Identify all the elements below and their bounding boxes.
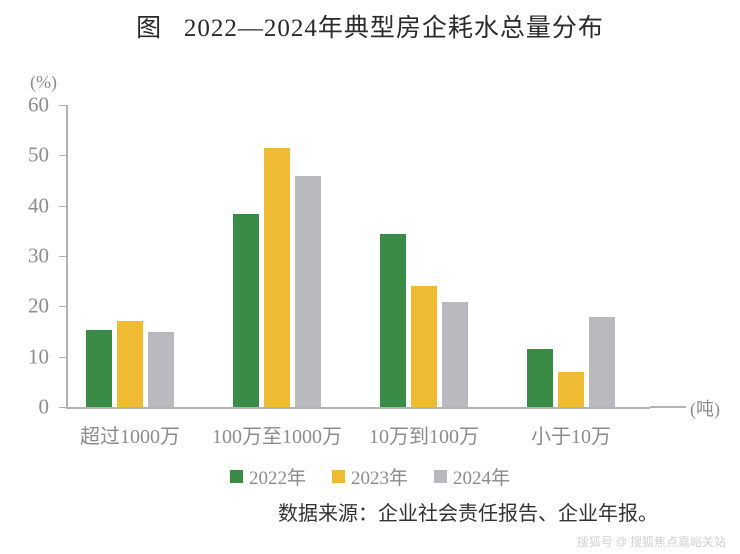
y-axis-tick-label: 60 [28, 92, 49, 117]
x-axis-category-label: 小于10万 [531, 426, 611, 448]
legend-swatch-icon [331, 470, 345, 483]
y-axis-tick-label: 40 [28, 193, 49, 218]
x-axis-category-label: 超过1000万 [80, 426, 180, 448]
watermark: 搜狐号 @ 搜狐焦点嘉峪关站 [577, 533, 726, 550]
chart-legend: 2022年 2023年 2024年 [0, 463, 740, 490]
y-axis-tick-label: 20 [28, 293, 49, 318]
y-axis-tick: 10 [28, 344, 66, 368]
legend-item[interactable]: 2023年 [331, 463, 408, 490]
bar [411, 286, 437, 407]
bar [380, 233, 406, 407]
bar [558, 371, 584, 407]
bar [295, 176, 321, 407]
y-axis-tick: 60 [28, 93, 66, 117]
bar [148, 331, 174, 407]
y-axis-tick: 40 [28, 193, 66, 217]
y-axis-tick-label: 50 [28, 142, 49, 167]
y-axis-tick-label: 30 [28, 243, 49, 268]
x-axis-line [66, 407, 650, 409]
y-axis-tick: 50 [28, 143, 66, 167]
legend-item[interactable]: 2022年 [229, 463, 306, 490]
y-axis-tick-label: 10 [28, 344, 49, 369]
plot-area: 0 10 20 30 40 50 60 [28, 93, 650, 419]
bar [233, 214, 259, 407]
legend-label: 2023年 [350, 468, 408, 489]
bar [442, 301, 468, 407]
y-axis-line [66, 105, 68, 407]
x-axis-extension-line [650, 406, 686, 408]
source-note: 数据来源：企业社会责任报告、企业年报。 [278, 503, 658, 525]
figure-title: 图 2022—2024年典型房企耗水总量分布 [136, 15, 604, 42]
x-axis-unit-label: (吨) [690, 399, 720, 419]
x-axis-category-label: 100万至1000万 [212, 426, 342, 448]
legend-label: 2022年 [248, 468, 306, 489]
watermark-publisher: 搜狐焦点嘉峪关站 [629, 535, 726, 549]
y-axis-tick-label: 0 [38, 394, 50, 419]
legend-label: 2024年 [453, 468, 511, 489]
legend-swatch-icon [434, 470, 447, 483]
x-axis-category-label: 10万到100万 [369, 426, 479, 448]
bar [589, 316, 615, 407]
bar [264, 147, 290, 407]
watermark-at-icon: @ [615, 535, 627, 548]
y-axis-tick: 0 [39, 395, 66, 419]
bar [527, 348, 553, 407]
y-axis-tick: 20 [28, 294, 66, 318]
watermark-account: 搜狐号 [576, 535, 613, 549]
legend-swatch-icon [229, 470, 243, 483]
y-axis-unit-label: (%) [30, 72, 57, 92]
legend-item[interactable]: 2024年 [434, 463, 510, 490]
bar [117, 320, 143, 407]
bar [86, 329, 112, 407]
y-axis-tick: 30 [28, 244, 66, 268]
